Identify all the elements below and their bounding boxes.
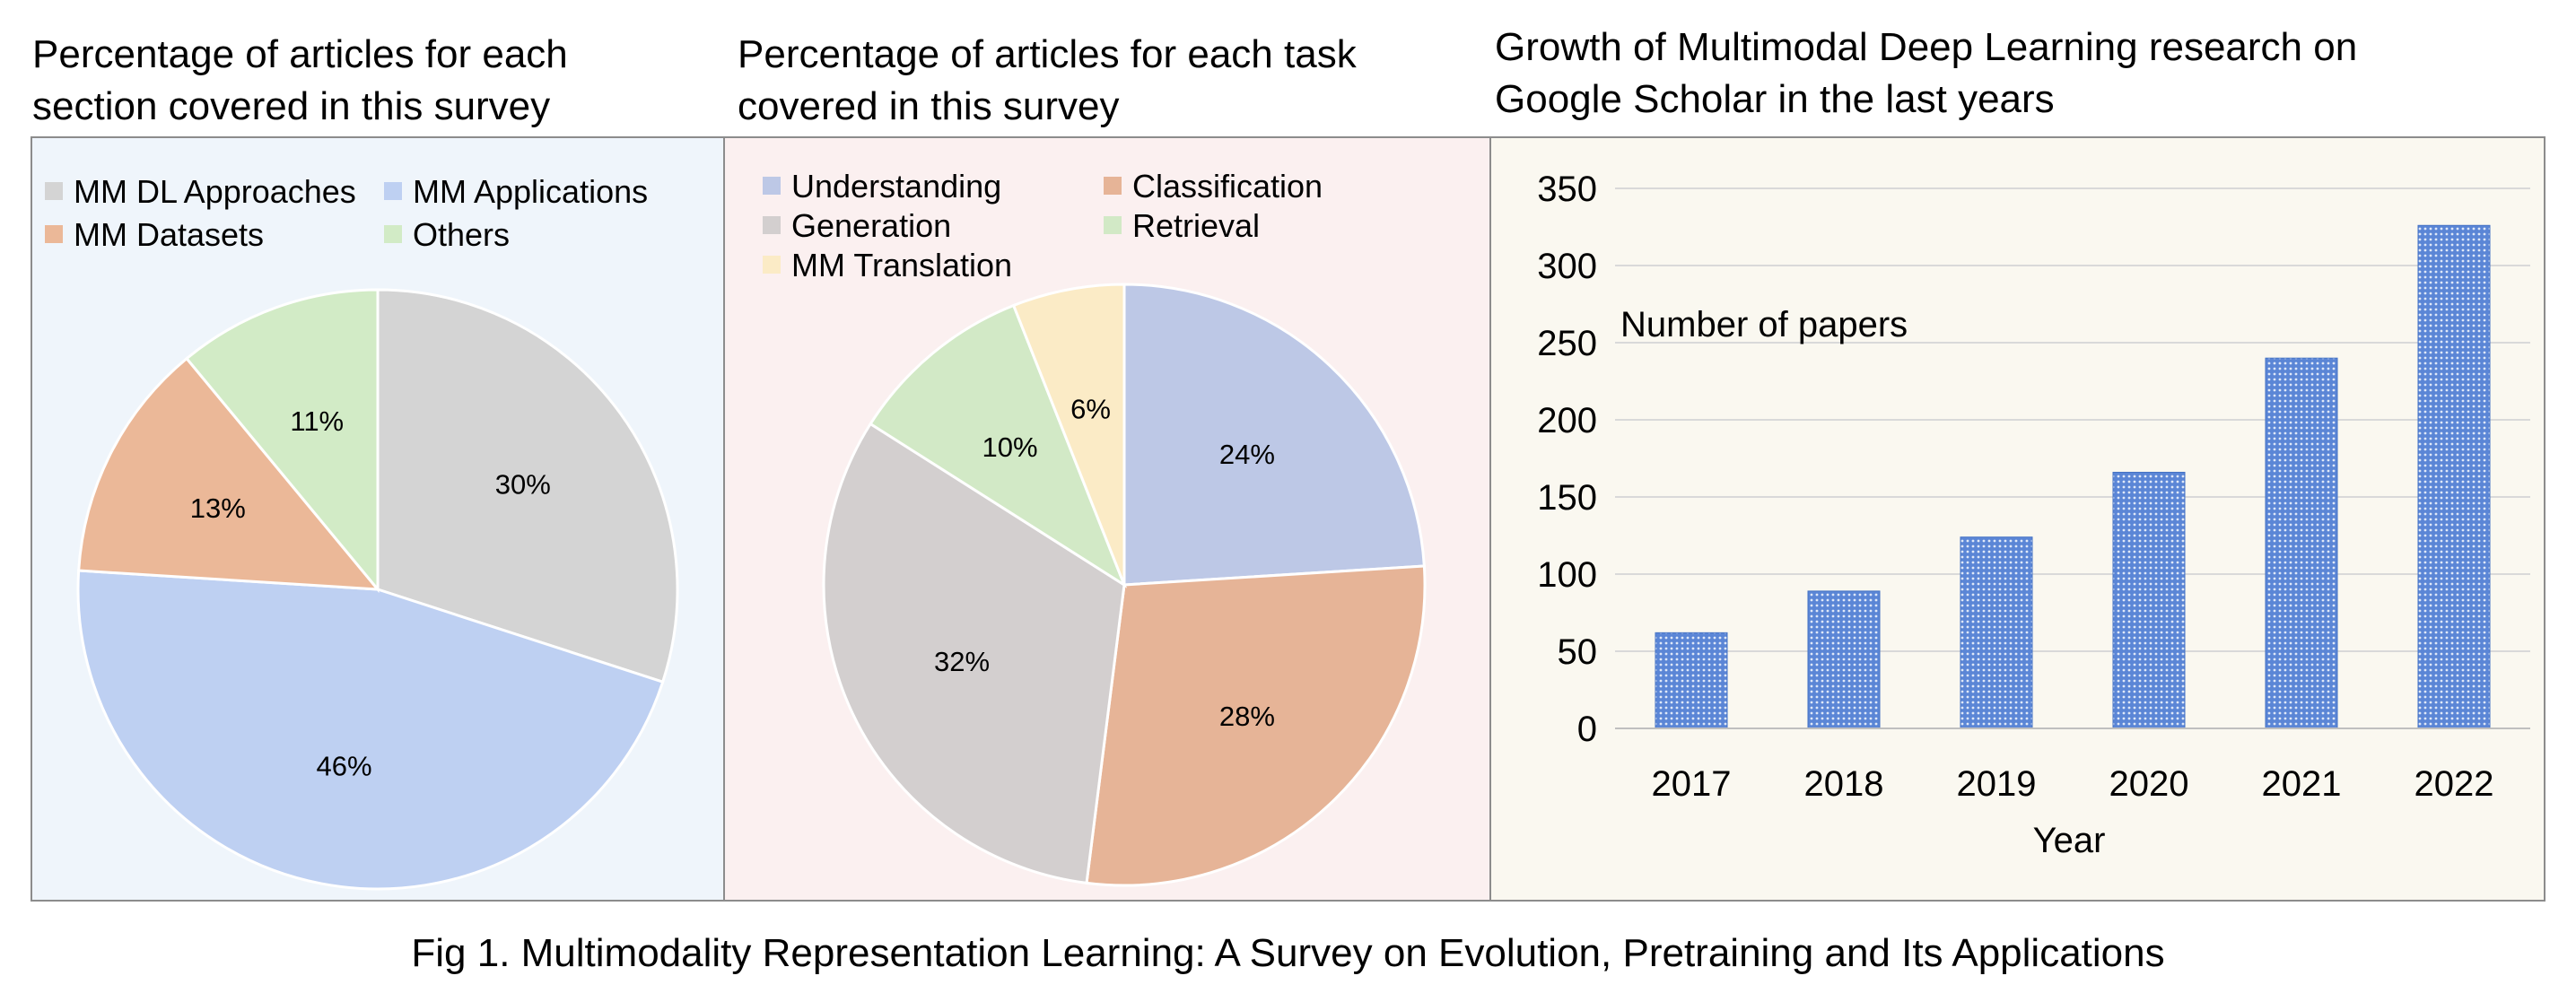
pie1-data-label: 13% <box>190 492 246 524</box>
pie1-title-line2: section covered in this survey <box>32 84 551 128</box>
pie1-slice <box>77 356 381 591</box>
pie1-legend-label: MM DL Approaches <box>74 173 356 210</box>
pie1-title: Percentage of articles for each section … <box>32 29 568 133</box>
pie2-legend-label: MM Translation <box>791 247 1013 283</box>
pie2-legend-swatch <box>763 256 781 274</box>
pie2-legend-swatch <box>763 216 781 235</box>
bar <box>1960 536 2033 729</box>
pie2-legend-swatch <box>763 177 781 196</box>
bar-y-tick-label: 300 <box>1537 247 1597 286</box>
bar-y-tick-label: 200 <box>1537 401 1597 440</box>
bar-title-line2: Google Scholar in the last years <box>1495 77 2055 121</box>
pie2-data-label: 32% <box>934 646 990 677</box>
pie1-slice <box>184 288 380 594</box>
bar-x-tick-label: 2022 <box>2414 764 2494 804</box>
pie1-legend-item: Others <box>384 215 510 255</box>
bar-x-axis-label: Year <box>2032 821 2106 860</box>
bar-y-tick-label: 100 <box>1537 555 1597 595</box>
pie2-data-label: 24% <box>1219 439 1275 470</box>
pie1-title-line1: Percentage of articles for each <box>32 32 568 76</box>
pie2-title-line2: covered in this survey <box>738 84 1120 128</box>
bar-y-axis-label: Number of papers <box>1620 305 1908 344</box>
pie2-legend-item: Generation <box>763 206 951 246</box>
pie1-legend-swatch <box>384 182 402 201</box>
bar-x-tick-label: 2020 <box>2109 764 2189 804</box>
pie1-slice <box>76 569 665 891</box>
pie2-legend-item: MM Translation <box>763 246 1012 285</box>
pie2-legend-label: Retrieval <box>1132 207 1261 244</box>
bar-x-tick-label: 2018 <box>1804 764 1884 804</box>
pie1-legend-label: MM Applications <box>413 173 649 210</box>
pie1-legend-swatch <box>45 182 63 201</box>
pie1-data-label: 46% <box>317 750 372 781</box>
bar-panel <box>1489 136 2545 902</box>
pie2-data-label: 28% <box>1219 701 1275 732</box>
pie1-legend-item: MM DL Approaches <box>45 172 356 212</box>
pie2-data-label: 6% <box>1070 394 1111 425</box>
pie1-legend-label: MM Datasets <box>74 216 265 253</box>
bar-x-tick-label: 2017 <box>1652 764 1732 804</box>
bar <box>2112 471 2186 729</box>
pie2-legend-label: Generation <box>791 207 952 244</box>
bar-title: Growth of Multimodal Deep Learning resea… <box>1495 22 2357 126</box>
bar <box>1807 590 1881 729</box>
pie1-legend-item: MM Datasets <box>45 215 264 255</box>
pie2-legend-swatch <box>1104 216 1122 235</box>
figure-caption: Fig 1. Multimodality Representation Lear… <box>411 931 2165 975</box>
pie2-title: Percentage of articles for each task cov… <box>738 29 1357 133</box>
bar-title-line1: Growth of Multimodal Deep Learning resea… <box>1495 25 2358 69</box>
pie2-legend-swatch <box>1104 177 1122 196</box>
pie2-legend-label: Understanding <box>791 168 1002 205</box>
bar-x-tick-label: 2021 <box>2262 764 2342 804</box>
bar-y-tick-label: 50 <box>1558 632 1598 672</box>
pie2-slice <box>1011 283 1126 586</box>
pie1-data-label: 30% <box>495 468 551 500</box>
pie2-data-label: 10% <box>982 431 1037 463</box>
pie2-legend-label: Classification <box>1132 168 1323 205</box>
pie1-legend-swatch <box>45 225 63 244</box>
pie2-legend-item: Classification <box>1104 167 1323 206</box>
bar-y-tick-label: 250 <box>1537 324 1597 363</box>
pie1-legend-swatch <box>384 225 402 244</box>
pie1-slice <box>376 288 679 684</box>
pie2-legend-item: Retrieval <box>1104 206 1260 246</box>
pie2-slice <box>869 303 1128 588</box>
bar <box>2265 357 2338 729</box>
pie1-legend-label: Others <box>413 216 511 253</box>
pie1-legend-item: MM Applications <box>384 172 648 212</box>
bar-x-tick-label: 2019 <box>1957 764 2037 804</box>
bar-y-tick-label: 0 <box>1577 710 1597 749</box>
bar <box>1655 632 1728 729</box>
pie2-legend-item: Understanding <box>763 167 1001 206</box>
bar <box>2417 224 2491 729</box>
bar-y-tick-label: 350 <box>1537 170 1597 209</box>
pie1-data-label: 11% <box>290 405 344 437</box>
pie2-title-line1: Percentage of articles for each task <box>738 32 1357 76</box>
pie2-slice <box>1122 283 1426 587</box>
bar-y-tick-label: 150 <box>1537 478 1597 518</box>
pie2-slice <box>1085 564 1427 887</box>
